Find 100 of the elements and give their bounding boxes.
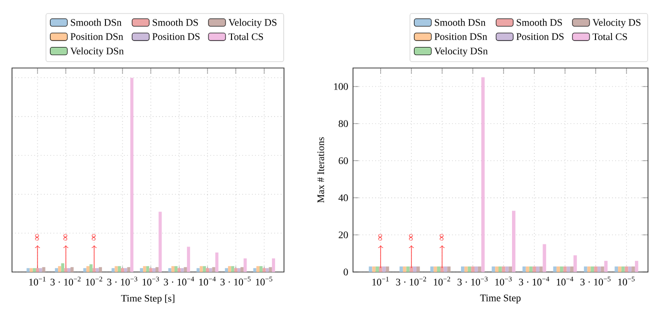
bar bbox=[42, 267, 46, 272]
bar bbox=[186, 246, 190, 272]
bar bbox=[168, 268, 172, 272]
bar bbox=[413, 266, 416, 272]
bar bbox=[146, 266, 150, 272]
bar bbox=[215, 252, 218, 272]
x-tick-label: 3 · 10$^{−2}$ bbox=[396, 276, 426, 286]
bar bbox=[202, 266, 206, 272]
legend-label: Velocity DSn bbox=[70, 47, 124, 56]
bar bbox=[61, 263, 64, 272]
bar bbox=[26, 268, 30, 272]
bar bbox=[262, 268, 266, 272]
bar bbox=[174, 266, 178, 272]
annotation: ∞ bbox=[378, 234, 382, 240]
bar bbox=[560, 266, 564, 272]
y-tick-label: 20 bbox=[338, 232, 348, 238]
bar bbox=[200, 266, 203, 272]
bar bbox=[83, 268, 86, 272]
x-tick-label: 10$^{−2}$ bbox=[434, 276, 450, 286]
bar bbox=[178, 268, 181, 272]
x-tick-label: 10$^{−3}$ bbox=[142, 276, 159, 286]
bar bbox=[67, 268, 71, 272]
bar bbox=[618, 266, 622, 272]
legend-label: Total CS bbox=[228, 33, 263, 40]
legend-label: Smooth DSn bbox=[434, 18, 486, 26]
x-tick-label: 3 · 10$^{−5}$ bbox=[220, 276, 251, 286]
bar bbox=[184, 267, 187, 272]
bar bbox=[30, 268, 33, 272]
bar bbox=[508, 266, 512, 272]
bar bbox=[566, 266, 570, 272]
bar bbox=[231, 266, 234, 272]
bar bbox=[498, 266, 502, 272]
bar bbox=[143, 266, 146, 272]
bar bbox=[502, 266, 506, 272]
bar bbox=[114, 266, 118, 272]
x-tick-label: 3 · 10$^{−3}$ bbox=[458, 276, 488, 286]
annotation: ∞ bbox=[35, 234, 39, 240]
x-tick-label: 3 · 10$^{−5}$ bbox=[580, 276, 611, 286]
bar bbox=[461, 266, 464, 272]
x-tick-label: 3 · 10$^{−3}$ bbox=[107, 276, 138, 286]
bar bbox=[268, 267, 272, 272]
annotation: ∞ bbox=[440, 234, 444, 240]
bar bbox=[256, 266, 260, 272]
x-tick-label: 10$^{−1}$ bbox=[372, 276, 389, 286]
bar bbox=[206, 268, 210, 272]
bar bbox=[224, 268, 228, 272]
x-tick-label: 10$^{−3}$ bbox=[495, 276, 512, 286]
x-tick-label: 3 · 10$^{−4}$ bbox=[519, 276, 550, 286]
bar bbox=[237, 268, 241, 272]
bar bbox=[410, 266, 414, 272]
bar bbox=[196, 268, 200, 272]
bar bbox=[156, 267, 159, 272]
bar bbox=[416, 266, 420, 272]
y-axis-title: Max # Iterations bbox=[317, 137, 324, 203]
bar bbox=[149, 268, 152, 272]
bar bbox=[118, 266, 121, 272]
annotation: ∞ bbox=[408, 234, 413, 240]
bar bbox=[378, 266, 382, 272]
bar bbox=[127, 267, 130, 272]
bar bbox=[70, 267, 74, 272]
bar bbox=[584, 266, 588, 272]
bar bbox=[90, 264, 93, 272]
y-tick-label: 60 bbox=[338, 157, 348, 164]
bar bbox=[171, 266, 174, 272]
bar bbox=[54, 268, 58, 272]
x-tick-label: 10$^{−2}$ bbox=[86, 276, 102, 286]
bar bbox=[434, 266, 438, 272]
bar bbox=[212, 267, 216, 272]
bar bbox=[124, 268, 128, 272]
bar bbox=[628, 266, 632, 272]
bar bbox=[632, 266, 635, 272]
bar bbox=[529, 266, 533, 272]
bar bbox=[522, 266, 526, 272]
x-axis-title: Time Step [s] bbox=[121, 294, 174, 304]
bar bbox=[594, 266, 598, 272]
bar bbox=[440, 266, 444, 272]
bar bbox=[58, 266, 62, 272]
legend-label: Velocity DS bbox=[228, 18, 276, 28]
legend-label: Position DS bbox=[152, 33, 200, 40]
legend-label: Position DSn bbox=[70, 33, 124, 40]
bar bbox=[590, 266, 594, 272]
bar bbox=[512, 210, 516, 272]
bar bbox=[86, 266, 90, 272]
bar bbox=[180, 268, 184, 272]
annotation: ∞ bbox=[63, 234, 68, 240]
bar bbox=[120, 268, 124, 272]
bar bbox=[32, 268, 36, 272]
bar bbox=[209, 268, 212, 272]
x-axis-title: Time Step bbox=[480, 294, 521, 304]
bar bbox=[402, 266, 406, 272]
legend-label: Total CS bbox=[592, 33, 627, 40]
bar bbox=[92, 268, 96, 272]
bar bbox=[266, 268, 269, 272]
x-tick-label: 10$^{−5}$ bbox=[618, 276, 635, 286]
y-tick-label: 100 bbox=[334, 83, 348, 90]
bar bbox=[228, 266, 232, 272]
x-tick-label: 10$^{−4}$ bbox=[556, 276, 574, 286]
bar bbox=[614, 266, 618, 272]
bar bbox=[36, 268, 40, 272]
bar bbox=[64, 268, 68, 272]
